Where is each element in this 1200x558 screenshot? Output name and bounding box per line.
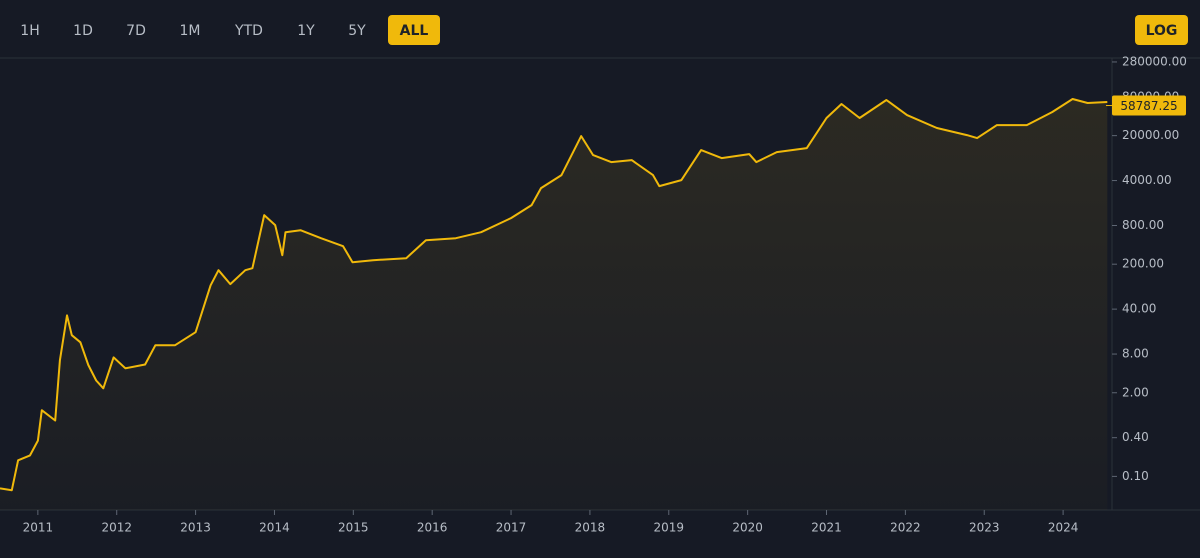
- last-price-label: 58787.25: [1120, 99, 1177, 113]
- range-button[interactable]: 7D: [126, 23, 146, 39]
- y-tick-label: 0.40: [1122, 430, 1149, 444]
- price-area: [0, 99, 1108, 510]
- x-tick-label: 2016: [417, 521, 448, 535]
- y-tick-label: 0.10: [1122, 469, 1149, 483]
- y-tick-label: 800.00: [1122, 218, 1164, 232]
- y-tick-label: 40.00: [1122, 302, 1156, 316]
- y-tick-label: 280000.00: [1122, 54, 1187, 68]
- y-tick-label: 200.00: [1122, 257, 1164, 271]
- y-tick-label: 4000.00: [1122, 173, 1172, 187]
- y-tick-label: 8.00: [1122, 347, 1149, 361]
- x-tick-label: 2012: [101, 521, 132, 535]
- x-tick-label: 2022: [890, 521, 921, 535]
- log-button[interactable]: LOG: [1146, 23, 1178, 39]
- range-button[interactable]: ALL: [400, 23, 429, 39]
- x-tick-label: 2019: [654, 521, 685, 535]
- range-button[interactable]: 1M: [180, 23, 201, 39]
- last-price-tag: [1112, 95, 1186, 116]
- x-tick-label: 2011: [23, 521, 54, 535]
- x-tick-label: 2013: [180, 521, 211, 535]
- range-button-active[interactable]: [388, 15, 440, 45]
- x-tick-label: 2018: [575, 521, 606, 535]
- x-tick-label: 2020: [732, 521, 763, 535]
- x-tick-label: 2023: [969, 521, 1000, 535]
- y-tick-label: 2.00: [1122, 385, 1149, 399]
- x-tick-label: 2014: [259, 521, 290, 535]
- range-button[interactable]: 5Y: [348, 23, 366, 39]
- range-button[interactable]: 1Y: [297, 23, 315, 39]
- x-tick-label: 2024: [1048, 521, 1079, 535]
- price-line: [0, 98, 1108, 492]
- x-tick-label: 2017: [496, 521, 527, 535]
- x-tick-label: 2015: [338, 521, 369, 535]
- log-button-bg[interactable]: [1135, 15, 1188, 45]
- range-button[interactable]: 1H: [20, 23, 39, 39]
- x-tick-label: 2021: [811, 521, 842, 535]
- range-button[interactable]: 1D: [73, 23, 93, 39]
- range-button[interactable]: YTD: [234, 23, 263, 39]
- y-tick-label: 20000.00: [1122, 128, 1179, 142]
